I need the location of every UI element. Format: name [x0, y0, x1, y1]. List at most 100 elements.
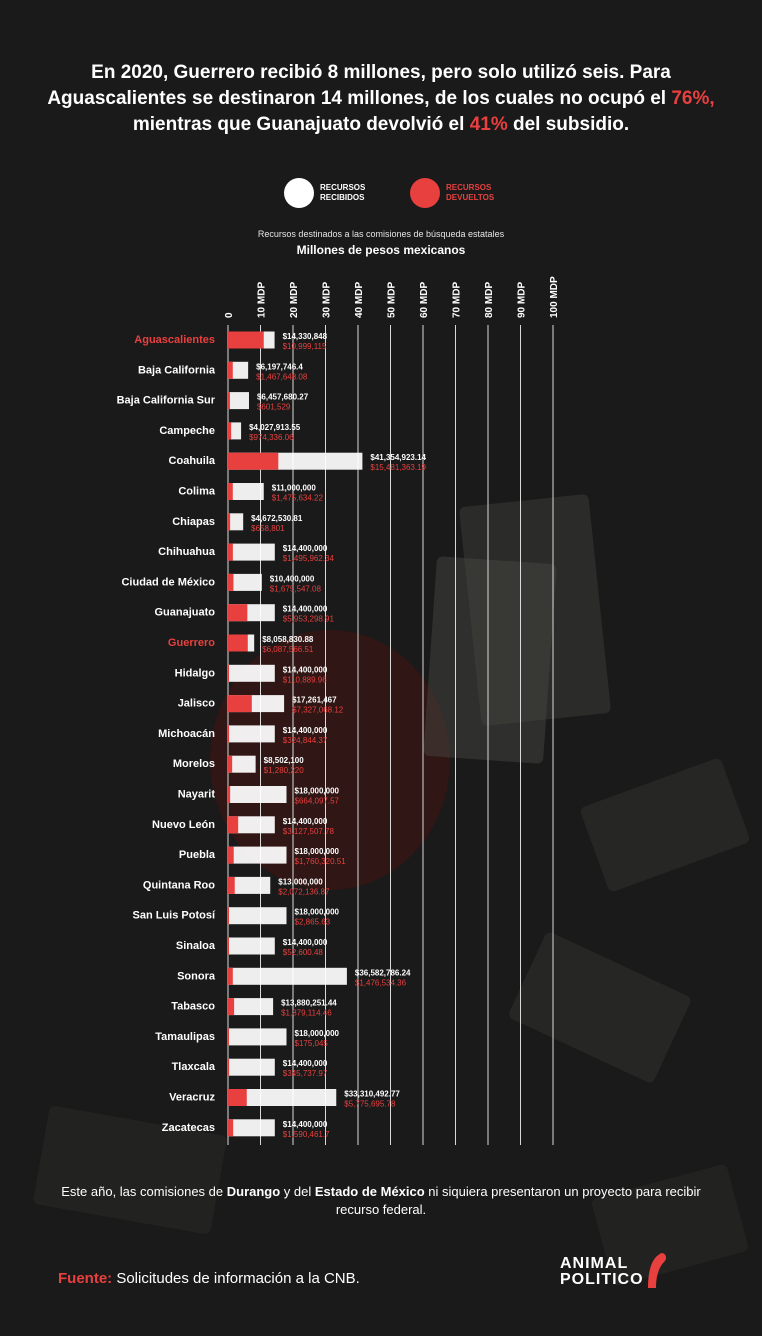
bar-received — [228, 967, 347, 985]
bar-received — [228, 725, 275, 743]
bar-returned — [228, 483, 233, 500]
value-label-received: $8,502,100 — [264, 756, 305, 765]
bar-returned — [228, 967, 233, 985]
value-label-returned: $1,467,648.08 — [256, 372, 308, 381]
bar-returned — [228, 664, 229, 682]
bar-returned — [228, 846, 234, 864]
bar-received — [228, 422, 242, 440]
value-label-returned: $5,953,298.91 — [283, 615, 335, 624]
bar-returned — [228, 725, 230, 743]
category-label: Nuevo León — [152, 819, 215, 831]
value-label-returned: $175,045 — [295, 1039, 329, 1048]
value-label-returned: $324,844.37 — [283, 736, 328, 745]
bar-received — [228, 755, 256, 773]
bar-returned — [228, 1119, 234, 1137]
value-label-returned: $1,476,534.36 — [355, 978, 407, 987]
category-label: Baja California — [138, 364, 216, 376]
headline-highlight-pct-1: 76%, — [671, 88, 715, 109]
value-label-returned: $1,475,634.22 — [272, 494, 324, 503]
bar-received — [228, 816, 275, 834]
value-label-received: $10,400,000 — [270, 574, 315, 583]
bar-received — [228, 573, 262, 591]
footnote-text-3: ni siquiera presentaron un proyecto para… — [335, 1184, 701, 1217]
bar-returned — [228, 1028, 229, 1046]
category-label: Campeche — [159, 425, 215, 437]
bar-returned — [228, 392, 230, 410]
value-label-returned: $1,760,320.51 — [295, 857, 347, 866]
bar-returned — [228, 361, 233, 379]
chart-title: Recursos destinados a las comisiones de … — [257, 229, 505, 239]
value-label-returned: $5,775,695.78 — [344, 1100, 396, 1109]
category-label: Chihuahua — [158, 546, 216, 558]
footnote-text-2: y del — [280, 1184, 315, 1199]
bar-returned — [228, 876, 235, 894]
value-label-returned: $2,865.63 — [295, 918, 331, 927]
x-tick-label: 70 MDP — [452, 282, 463, 318]
bar-received — [228, 937, 275, 955]
value-label-returned: $52,600.48 — [283, 948, 324, 957]
value-label-received: $4,672,530.81 — [251, 514, 303, 523]
value-label-received: $41,354,923.14 — [370, 453, 426, 462]
bar-returned — [228, 907, 229, 925]
category-label: Chiapas — [172, 516, 215, 528]
legend-item-returned: RECURSOS DEVUELTOS — [410, 178, 506, 208]
value-label-received: $14,400,000 — [283, 544, 328, 553]
value-label-received: $11,000,000 — [272, 484, 317, 493]
category-label: San Luis Potosí — [132, 910, 215, 922]
category-label: Sinaloa — [176, 940, 216, 952]
legend-label-received: RECURSOS RECIBIDOS — [320, 183, 380, 203]
bar-returned — [228, 422, 232, 440]
x-tick-label: 0 — [224, 312, 235, 318]
bar-returned — [228, 513, 231, 531]
x-tick-label: 80 MDP — [484, 282, 495, 318]
value-label-received: $6,457,680.27 — [257, 393, 309, 402]
x-tick-label: 10 MDP — [257, 282, 268, 318]
x-tick-label: 90 MDP — [517, 282, 528, 318]
value-label-received: $13,880,251.44 — [281, 999, 337, 1008]
value-label-received: $14,400,000 — [283, 665, 328, 674]
category-label: Nayarit — [178, 789, 216, 801]
bar-returned — [228, 634, 248, 652]
bar-returned — [228, 816, 239, 834]
bar-returned — [228, 755, 233, 773]
bar-returned — [228, 573, 234, 591]
value-label-received: $18,000,000 — [295, 1029, 340, 1038]
animal-politico-logo: ANIMAL POLITICO — [560, 1253, 670, 1292]
value-label-received: $36,582,786.24 — [355, 968, 411, 977]
value-label-returned: $15,481,363.19 — [370, 463, 426, 472]
bar-returned — [228, 1058, 230, 1076]
chart-legend: RECURSOS RECIBIDOS RECURSOS DEVUELTOS — [0, 178, 762, 212]
bar-returned — [228, 331, 264, 349]
logo-line-1: ANIMAL — [560, 1255, 629, 1272]
category-label: Jalisco — [178, 698, 216, 710]
legend-received-line2: RECIBIDOS — [320, 193, 365, 202]
source-label: Fuente: — [58, 1270, 113, 1287]
category-label: Colima — [178, 486, 216, 498]
x-tick-label: 30 MDP — [322, 282, 333, 318]
bar-returned — [228, 543, 233, 561]
value-label-returned: $345,737.97 — [283, 1069, 328, 1078]
bar-returned — [228, 937, 229, 955]
value-label-received: $14,400,000 — [283, 1120, 328, 1129]
category-label: Coahuila — [169, 455, 216, 467]
source-text: Solicitudes de información a la CNB. — [112, 1270, 360, 1287]
category-label: Tamaulipas — [155, 1031, 215, 1043]
bar-received — [228, 846, 287, 864]
footnote-state-durango: Durango — [226, 1184, 281, 1199]
bar-received — [228, 907, 287, 925]
bar-returned — [228, 604, 248, 622]
bar-returned — [228, 695, 252, 713]
bar-received — [228, 543, 275, 561]
bar-chart: 0 10 MDP 20 MDP 30 MDP 40 MDP 50 MDP 60 MDP 70 … — [117, 276, 560, 1145]
x-tick-label: 40 MDP — [354, 282, 365, 318]
legend-returned-line2: DEVUELTOS — [446, 193, 495, 202]
legend-swatch-returned — [410, 178, 440, 208]
legend-received-line1: RECURSOS — [320, 183, 366, 192]
category-label: Guerrero — [168, 637, 215, 649]
value-label-received: $14,330,848 — [283, 332, 328, 341]
x-tick-label: 60 MDP — [419, 282, 430, 318]
value-label-returned: $658,801 — [251, 524, 285, 533]
category-label: Baja California Sur — [117, 395, 216, 407]
value-label-returned: $110,889.96 — [283, 675, 327, 684]
value-label-received: $33,310,492.77 — [344, 1090, 400, 1099]
